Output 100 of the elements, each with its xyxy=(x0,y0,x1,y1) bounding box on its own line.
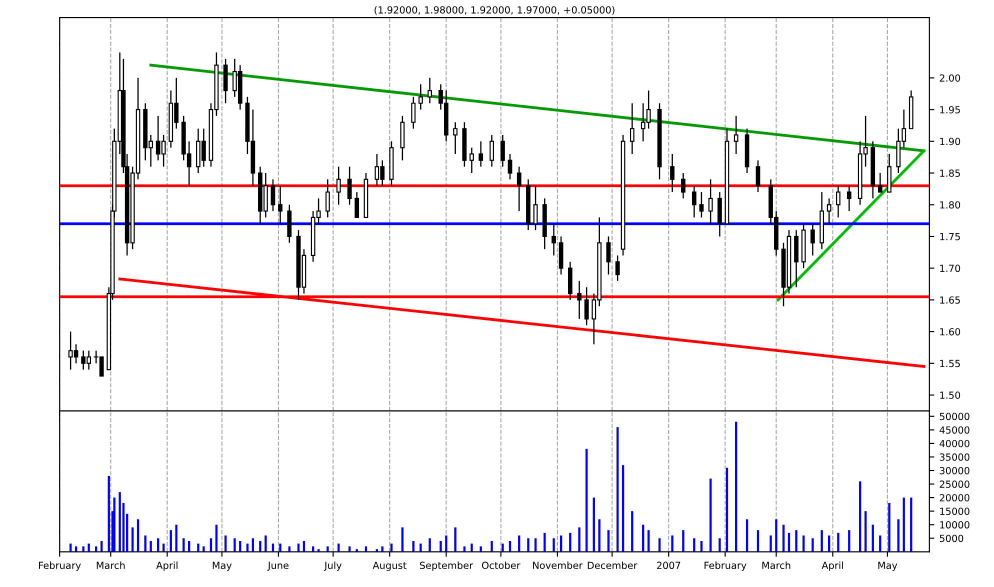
y-tick-label: 2.00 xyxy=(940,74,960,82)
bar xyxy=(202,546,205,552)
y-tick-label: 1.95 xyxy=(940,106,960,114)
y-tick-label: 15000 xyxy=(940,508,970,515)
bar xyxy=(131,527,134,552)
bar xyxy=(709,478,712,552)
candlestick xyxy=(756,160,760,193)
x-tick-label: October xyxy=(482,562,520,570)
bar xyxy=(795,530,798,552)
bar xyxy=(82,546,84,552)
bar xyxy=(735,422,738,552)
x-tick-label: March xyxy=(96,562,125,570)
candlestick xyxy=(500,134,505,168)
y-tick-label: 25000 xyxy=(940,480,970,488)
bar xyxy=(246,544,249,552)
y-tick-label: 45000 xyxy=(940,426,970,434)
bar xyxy=(770,536,772,552)
bar xyxy=(820,530,823,552)
y-tick-label: 1.80 xyxy=(940,201,960,209)
bar xyxy=(338,544,340,552)
bar xyxy=(726,468,728,552)
x-tick-label: September xyxy=(420,562,474,571)
x-tick-label: July xyxy=(324,562,342,571)
bar xyxy=(150,540,152,552)
candlestick xyxy=(692,185,696,218)
bar xyxy=(182,538,185,552)
y-tick-label: 1.65 xyxy=(940,296,960,304)
bar xyxy=(197,544,200,552)
candlestick xyxy=(577,280,582,320)
x-tick-label: November xyxy=(533,562,583,570)
bar xyxy=(175,524,178,552)
candlestick xyxy=(478,140,484,168)
y-tick-label: 20000 xyxy=(940,494,970,502)
candlestick xyxy=(584,286,589,326)
bar xyxy=(802,536,805,552)
x-tick-label: August xyxy=(372,562,406,571)
candlestick xyxy=(810,223,815,256)
y-tick-label: 1.85 xyxy=(940,170,960,177)
bar xyxy=(560,536,562,552)
candlestick xyxy=(533,185,538,231)
bar xyxy=(108,476,110,552)
bar xyxy=(544,532,546,552)
bar xyxy=(144,536,146,552)
bar xyxy=(113,498,116,552)
x-tick-label: April xyxy=(156,562,178,571)
bar xyxy=(210,538,212,552)
candlestick xyxy=(699,191,704,218)
bar xyxy=(859,481,862,552)
bar xyxy=(658,538,661,552)
y-tick-label: 40000 xyxy=(940,440,970,448)
bar xyxy=(647,530,650,552)
candlestick xyxy=(878,172,882,193)
x-tick-label: June xyxy=(267,562,289,571)
bar xyxy=(592,498,595,552)
x-tick-label: February xyxy=(39,562,81,571)
y-tick-label: 10000 xyxy=(940,521,970,529)
candlestick xyxy=(836,185,840,218)
bar xyxy=(578,527,580,552)
candlestick xyxy=(470,147,474,174)
candlestick xyxy=(347,166,352,206)
bar xyxy=(746,519,748,552)
bar xyxy=(631,511,634,552)
candlestick xyxy=(411,96,416,130)
bar xyxy=(682,530,684,552)
candlestick xyxy=(606,236,611,276)
bar xyxy=(297,544,300,552)
bar xyxy=(902,498,905,552)
bar xyxy=(910,498,912,552)
bar xyxy=(888,503,890,552)
candlestick xyxy=(552,223,556,256)
bar xyxy=(848,530,850,552)
x-tick-label: April xyxy=(822,562,843,571)
candlestick xyxy=(670,153,674,193)
candlestick xyxy=(734,115,738,155)
bar xyxy=(622,465,624,552)
bar xyxy=(401,527,404,552)
bar xyxy=(420,544,422,552)
bar xyxy=(259,540,262,552)
y-tick-label: 1.90 xyxy=(940,138,960,146)
bar xyxy=(812,538,814,552)
bar xyxy=(326,546,329,552)
bar xyxy=(252,538,254,552)
x-tick-label: March xyxy=(762,562,790,570)
bar xyxy=(897,519,900,552)
bar xyxy=(671,536,674,552)
candlestick xyxy=(490,134,494,168)
y-tick-label: 1.50 xyxy=(940,392,960,399)
bar xyxy=(693,538,696,552)
bar xyxy=(552,538,555,552)
candlestick xyxy=(336,166,341,206)
bar xyxy=(828,536,830,552)
bar xyxy=(527,538,530,552)
bar xyxy=(864,511,867,552)
bar xyxy=(775,519,778,552)
bar xyxy=(454,527,456,552)
bar xyxy=(879,536,882,552)
bar xyxy=(598,519,600,552)
candlestick xyxy=(270,178,276,212)
bar xyxy=(756,530,760,552)
candlestick xyxy=(846,185,852,212)
